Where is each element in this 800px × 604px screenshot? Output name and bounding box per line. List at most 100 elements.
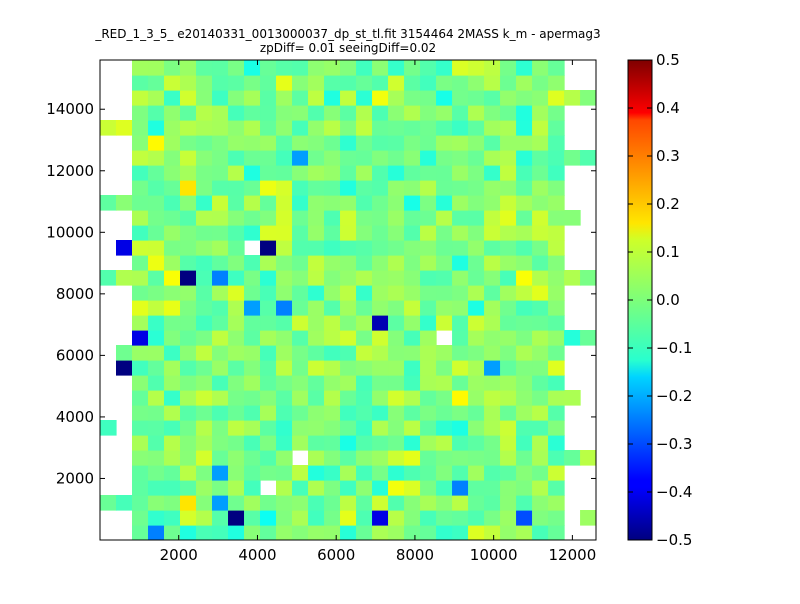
heatmap-cell [164, 105, 181, 121]
heatmap-cell [548, 60, 565, 76]
heatmap-cell [372, 465, 389, 481]
heatmap-cell [356, 300, 373, 316]
heatmap-cell [340, 420, 357, 436]
heatmap-cell [516, 180, 533, 196]
heatmap-cell [452, 375, 469, 391]
heatmap-cell [404, 300, 421, 316]
heatmap-cell [484, 480, 501, 496]
heatmap-cell [388, 405, 405, 421]
heatmap-cell [404, 120, 421, 136]
heatmap-cell [356, 150, 373, 166]
heatmap-cell [452, 450, 469, 466]
heatmap-cell [228, 105, 245, 121]
heatmap-cell [340, 60, 357, 76]
heatmap-cell [244, 450, 261, 466]
heatmap-cell [324, 510, 341, 526]
heatmap-cell [148, 330, 165, 346]
heatmap-cell [468, 135, 485, 151]
heatmap-cell [308, 345, 325, 361]
heatmap-cell [388, 270, 405, 286]
heatmap-cell [452, 210, 469, 226]
heatmap-cell [372, 105, 389, 121]
heatmap-cell [500, 270, 517, 286]
heatmap-cell [228, 225, 245, 241]
heatmap-cell [388, 420, 405, 436]
heatmap-cell [212, 315, 229, 331]
heatmap-cell [420, 360, 437, 376]
heatmap-cell [500, 120, 517, 136]
heatmap-cell [580, 510, 596, 526]
heatmap-cell [212, 225, 229, 241]
heatmap-cell [484, 90, 501, 106]
heatmap-cell [196, 300, 213, 316]
heatmap-cell [292, 255, 309, 271]
heatmap-cell [164, 495, 181, 511]
heatmap-cell [388, 255, 405, 271]
heatmap-cell [468, 60, 485, 76]
heatmap-cell [324, 225, 341, 241]
heatmap-cell [468, 510, 485, 526]
heatmap-cell [404, 255, 421, 271]
heatmap-cell [212, 435, 229, 451]
heatmap-cell [196, 120, 213, 136]
heatmap-cell [356, 450, 373, 466]
heatmap-cell [212, 195, 229, 211]
heatmap-cell [404, 195, 421, 211]
heatmap-cell [388, 450, 405, 466]
heatmap-cell [228, 315, 245, 331]
heatmap-cell [420, 405, 437, 421]
heatmap-cell [228, 90, 245, 106]
heatmap-cell [196, 480, 213, 496]
heatmap-cell [276, 255, 293, 271]
heatmap-cell [372, 450, 389, 466]
heatmap-cell [436, 120, 453, 136]
heatmap-cell [468, 450, 485, 466]
heatmap-cell [132, 465, 149, 481]
heatmap-cell [468, 285, 485, 301]
heatmap-cell [356, 90, 373, 106]
heatmap-cell [532, 405, 549, 421]
heatmap-cell [260, 405, 277, 421]
heatmap-cell [292, 240, 309, 256]
heatmap-cell [516, 75, 533, 91]
heatmap-cell [276, 180, 293, 196]
heatmap-cell [404, 480, 421, 496]
heatmap-cell [484, 450, 501, 466]
heatmap-cell [468, 255, 485, 271]
heatmap-cell [244, 180, 261, 196]
heatmap-cell [180, 405, 197, 421]
heatmap-cell [196, 375, 213, 391]
heatmap-cell [372, 165, 389, 181]
heatmap-cell [372, 480, 389, 496]
heatmap-cell [500, 465, 517, 481]
heatmap-cell [244, 510, 261, 526]
heatmap-cell [356, 165, 373, 181]
heatmap-cell [484, 435, 501, 451]
heatmap-cell [196, 210, 213, 226]
heatmap-cell [388, 435, 405, 451]
heatmap-cell [516, 330, 533, 346]
heatmap-cell [404, 105, 421, 121]
x-tick-label: 8000 [396, 546, 434, 564]
heatmap-cell [340, 435, 357, 451]
heatmap-cell [484, 510, 501, 526]
heatmap-cell [276, 210, 293, 226]
heatmap-cell [516, 375, 533, 391]
heatmap-cell [484, 60, 501, 76]
heatmap-cell [420, 315, 437, 331]
heatmap-cell [180, 360, 197, 376]
heatmap-cell [260, 420, 277, 436]
heatmap-cell [260, 210, 277, 226]
heatmap-cell [308, 330, 325, 346]
heatmap-cell [564, 150, 581, 166]
heatmap-cell [516, 390, 533, 406]
heatmap-cell [132, 315, 149, 331]
heatmap-cell [452, 225, 469, 241]
heatmap-cell [436, 135, 453, 151]
heatmap-cell [292, 300, 309, 316]
heatmap-cell [308, 150, 325, 166]
heatmap-cell [484, 255, 501, 271]
heatmap-cell [404, 90, 421, 106]
heatmap-cell [228, 210, 245, 226]
